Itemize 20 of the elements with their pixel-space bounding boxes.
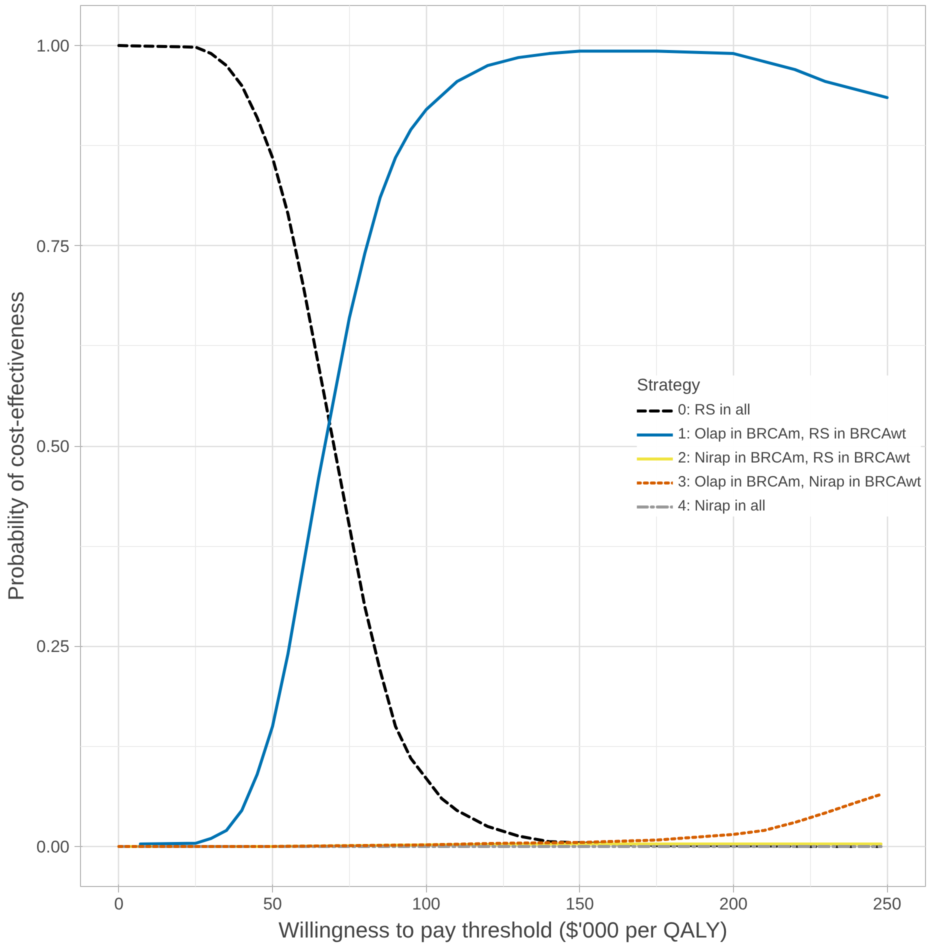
x-axis-title: Willingness to pay threshold ($'000 per QALY) bbox=[278, 918, 728, 942]
line-series bbox=[117, 792, 882, 848]
y-tick-label: 0.75 bbox=[36, 236, 70, 256]
x-tick-label: 200 bbox=[719, 894, 748, 914]
x-tick-label: 100 bbox=[412, 894, 440, 914]
x-tick-label: 150 bbox=[566, 894, 594, 914]
y-tick-label: 0.00 bbox=[36, 837, 70, 856]
y-tick-label: 1.00 bbox=[36, 36, 70, 56]
x-tick-label: 250 bbox=[872, 894, 902, 914]
x-tick-label: 0 bbox=[114, 894, 124, 914]
legend-title: Strategy bbox=[636, 375, 702, 395]
legend-label: 1: Olap in BRCAm, RS in BRCAwt bbox=[678, 426, 906, 442]
legend-label: 4: Nirap in all bbox=[678, 498, 766, 514]
y-tick-label: 0.25 bbox=[36, 637, 70, 656]
legend-label: 0: RS in all bbox=[678, 402, 750, 418]
y-axis-title: Probability of cost-effectiveness bbox=[3, 292, 28, 600]
legend-label: 2: Nirap in BRCAm, RS in BRCAwt bbox=[678, 450, 910, 466]
x-tick-label: 50 bbox=[263, 894, 282, 914]
legend-label: 3: Olap in BRCAm, Nirap in BRCAwt bbox=[678, 474, 921, 490]
y-tick-label: 0.50 bbox=[36, 437, 70, 456]
